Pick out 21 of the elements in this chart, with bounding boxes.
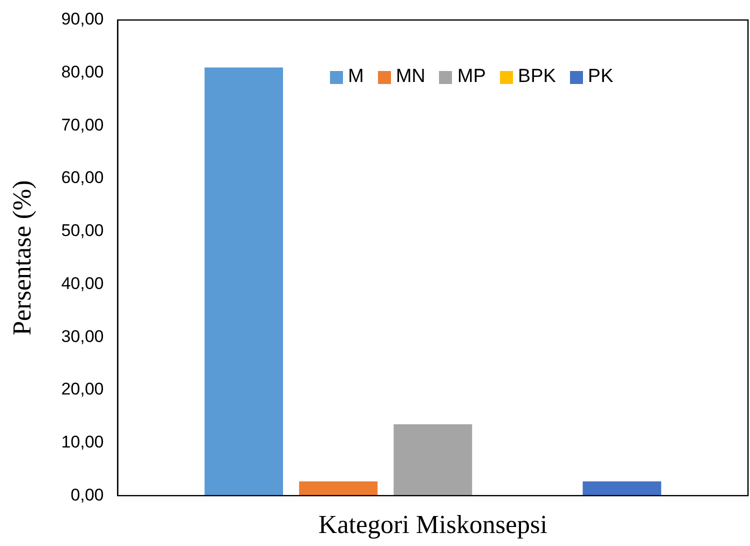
x-axis-title: Kategori Miskonsepsi (318, 510, 548, 540)
y-tick-label: 90,00 (61, 10, 104, 29)
y-tick-label: 70,00 (61, 115, 104, 134)
legend-label: PK (588, 66, 614, 88)
bar (582, 481, 662, 496)
bar (204, 68, 284, 496)
y-tick-label: 10,00 (61, 432, 104, 452)
y-tick-label: 20,00 (61, 380, 104, 399)
y-tick-label: 40,00 (61, 274, 104, 293)
y-tick-label: 80,00 (61, 62, 104, 82)
y-tick-label: 0,00 (70, 485, 104, 504)
y-tick-label: 30,00 (61, 326, 104, 346)
y-axis-title: Persentase (%) (7, 180, 36, 336)
bar (394, 424, 472, 496)
legend-label: MN (396, 66, 426, 88)
legend-label: MP (457, 66, 486, 88)
y-tick-label: 60,00 (61, 168, 104, 188)
legend-label: M (348, 66, 364, 88)
legend-label: BPK (518, 66, 556, 88)
bar (299, 481, 378, 496)
y-tick-label: 50,00 (61, 221, 104, 240)
